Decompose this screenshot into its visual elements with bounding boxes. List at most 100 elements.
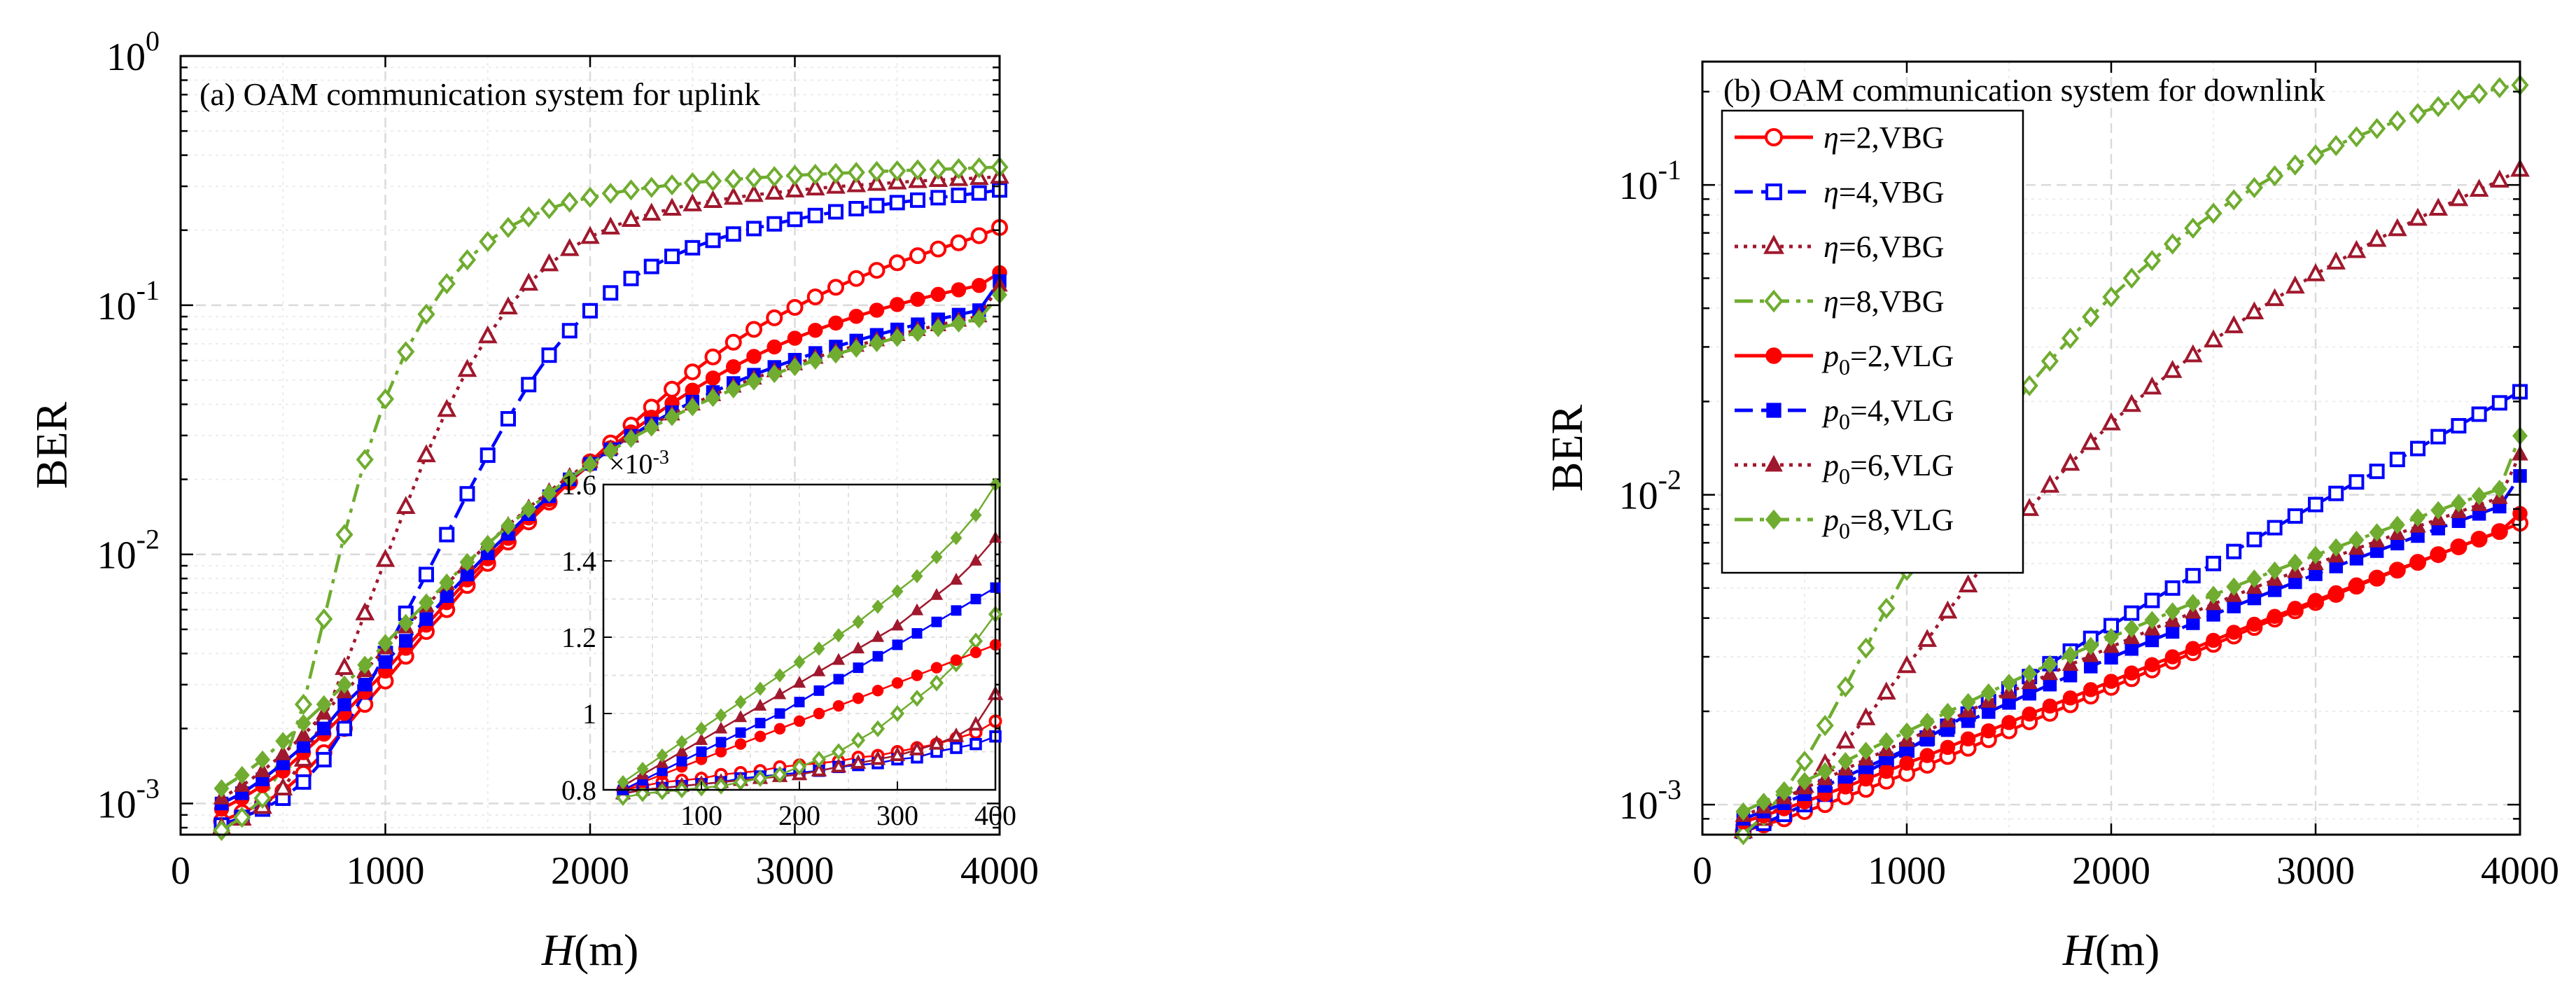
legend-label: η=4,VBG bbox=[1823, 175, 1945, 209]
uplink-data-point bbox=[519, 272, 539, 291]
inset-data-point bbox=[715, 708, 727, 723]
uplink-data-point bbox=[910, 192, 925, 208]
inset-y-tick-label: 1 bbox=[582, 698, 596, 730]
uplink-data-point bbox=[500, 411, 516, 427]
uplink-data-point bbox=[889, 328, 905, 347]
uplink-data-point bbox=[664, 408, 680, 426]
uplink-data-point bbox=[869, 333, 885, 353]
inset-data-point bbox=[930, 587, 944, 600]
uplink-x-tick-label: 1000 bbox=[346, 849, 425, 893]
uplink-data-point bbox=[641, 202, 662, 221]
downlink-data-point bbox=[2348, 530, 2365, 550]
uplink-data-point bbox=[827, 162, 845, 184]
uplink-data-point bbox=[296, 739, 311, 753]
uplink-data-point bbox=[704, 170, 722, 192]
downlink-data-point bbox=[2019, 498, 2040, 516]
downlink-data-point bbox=[1919, 748, 1935, 763]
uplink-data-point bbox=[869, 302, 885, 318]
inset-data-point bbox=[735, 727, 746, 738]
uplink-data-point bbox=[685, 398, 701, 417]
downlink-data-point bbox=[2489, 169, 2510, 188]
downlink-data-point bbox=[1876, 681, 1896, 700]
downlink-data-point bbox=[1960, 731, 1976, 746]
legend-label: η=6,VBG bbox=[1823, 230, 1945, 264]
inset-data-point bbox=[813, 685, 825, 696]
uplink-data-point bbox=[603, 441, 619, 461]
inset-data-point bbox=[793, 655, 806, 669]
downlink-data-point bbox=[1899, 722, 1914, 742]
downlink-data-point bbox=[1735, 802, 1751, 821]
uplink-data-point bbox=[869, 197, 885, 214]
uplink-data-point bbox=[746, 349, 762, 364]
uplink-data-point bbox=[868, 262, 886, 279]
uplink-data-point bbox=[664, 380, 680, 398]
downlink-data-point bbox=[2040, 350, 2059, 372]
uplink-data-point bbox=[725, 380, 741, 399]
uplink-data-point bbox=[970, 227, 988, 244]
downlink-data-point bbox=[2020, 375, 2038, 396]
legend-item: p0=4,VLG bbox=[1735, 394, 1954, 434]
downlink-data-point bbox=[1960, 693, 1976, 712]
uplink-data-point bbox=[477, 325, 498, 344]
inset-data-point bbox=[656, 748, 668, 763]
uplink-data-point bbox=[255, 750, 270, 770]
downlink-data-point bbox=[2430, 547, 2446, 562]
legend-marker bbox=[1765, 509, 1782, 530]
uplink-data-point bbox=[972, 277, 987, 293]
inset-data-point bbox=[969, 553, 983, 566]
downlink-data-point bbox=[1797, 772, 1812, 791]
downlink-data-point bbox=[2082, 306, 2100, 328]
legend-item: η=8,VBG bbox=[1735, 284, 1945, 319]
inset-data-point bbox=[870, 720, 886, 737]
downlink-data-point bbox=[2388, 110, 2407, 132]
uplink-data-point bbox=[888, 254, 906, 272]
inset-grid bbox=[603, 485, 995, 790]
inset-data-point bbox=[754, 681, 766, 696]
uplink-x-tick-label: 2000 bbox=[551, 849, 629, 893]
inset-series bbox=[615, 477, 1004, 807]
uplink-data-point bbox=[561, 323, 578, 339]
uplink-data-point bbox=[949, 158, 968, 180]
uplink-data-point bbox=[723, 186, 743, 205]
inset-data-point bbox=[910, 603, 924, 615]
uplink-data-point bbox=[273, 777, 293, 795]
downlink-data-point bbox=[2306, 144, 2325, 166]
inset-data-point bbox=[833, 674, 844, 685]
uplink-data-point bbox=[685, 239, 701, 256]
downlink-data-point bbox=[2101, 412, 2121, 431]
uplink-data-point bbox=[745, 167, 763, 189]
downlink-data-point bbox=[2184, 217, 2202, 239]
downlink-data-point bbox=[1858, 742, 1874, 760]
legend-item: η=2,VBG bbox=[1735, 120, 1945, 155]
legend-marker bbox=[1765, 347, 1782, 364]
uplink-data-point bbox=[950, 234, 967, 251]
downlink-data-point bbox=[2164, 649, 2180, 665]
downlink-data-point bbox=[2470, 83, 2488, 104]
inset-data-point bbox=[832, 628, 845, 643]
inset-data-point bbox=[931, 616, 942, 627]
uplink-x-tick-label: 4000 bbox=[960, 849, 1039, 893]
uplink-data-point bbox=[805, 177, 825, 196]
uplink-data-point bbox=[746, 221, 762, 237]
uplink-data-point bbox=[663, 174, 681, 196]
downlink-data-point bbox=[2063, 668, 2078, 683]
uplink-data-point bbox=[828, 204, 844, 220]
downlink-data-point bbox=[2347, 126, 2366, 148]
uplink-data-point bbox=[930, 190, 946, 206]
inset-data-point bbox=[969, 508, 982, 522]
uplink-data-point bbox=[416, 444, 436, 463]
downlink-data-point bbox=[2104, 674, 2119, 689]
inset-data-point bbox=[794, 697, 805, 708]
inset-data-point bbox=[929, 674, 944, 692]
inset-data-point bbox=[617, 774, 629, 790]
downlink-data-point bbox=[2225, 189, 2243, 211]
inset-data-point bbox=[811, 751, 827, 768]
uplink-data-point bbox=[337, 721, 352, 737]
uplink-data-point bbox=[541, 347, 557, 363]
uplink-data-point bbox=[909, 159, 927, 181]
downlink-y-tick-label: 10-3 bbox=[1619, 774, 1681, 828]
uplink-data-point bbox=[683, 172, 701, 194]
inset-data-point bbox=[636, 761, 649, 777]
uplink-data-point bbox=[499, 216, 517, 239]
downlink-data-point bbox=[2348, 474, 2365, 490]
